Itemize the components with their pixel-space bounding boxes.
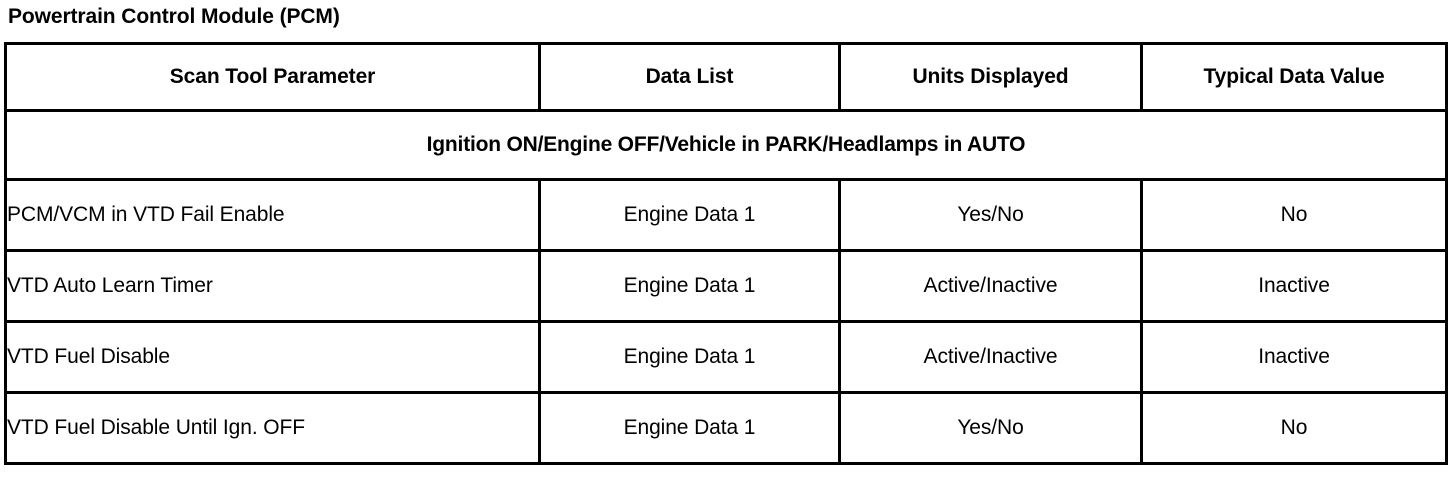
section-header-condition: Ignition ON/Engine OFF/Vehicle in PARK/H… bbox=[4, 109, 1448, 181]
cell-typical-value: No bbox=[1140, 178, 1448, 252]
cell-typical-value: Inactive bbox=[1140, 249, 1448, 323]
cell-units: Yes/No bbox=[838, 391, 1143, 465]
scan-tool-parameter-table-container: Scan Tool Parameter Data List Units Disp… bbox=[4, 42, 1448, 465]
cell-typical-value: Inactive bbox=[1140, 320, 1448, 394]
table-row: VTD Auto Learn Timer Engine Data 1 Activ… bbox=[4, 249, 1448, 323]
scan-tool-parameter-table: Scan Tool Parameter Data List Units Disp… bbox=[4, 42, 1448, 465]
page-title: Powertrain Control Module (PCM) bbox=[8, 5, 340, 28]
cell-parameter: VTD Fuel Disable Until Ign. OFF bbox=[4, 391, 541, 465]
cell-units: Active/Inactive bbox=[838, 249, 1143, 323]
column-header-scan-tool-parameter: Scan Tool Parameter bbox=[4, 42, 541, 112]
table-row: VTD Fuel Disable Until Ign. OFF Engine D… bbox=[4, 391, 1448, 465]
cell-typical-value: No bbox=[1140, 391, 1448, 465]
cell-data-list: Engine Data 1 bbox=[538, 391, 841, 465]
cell-data-list: Engine Data 1 bbox=[538, 320, 841, 394]
section-header-row: Ignition ON/Engine OFF/Vehicle in PARK/H… bbox=[4, 109, 1448, 181]
cell-units: Yes/No bbox=[838, 178, 1143, 252]
cell-data-list: Engine Data 1 bbox=[538, 249, 841, 323]
cell-parameter: PCM/VCM in VTD Fail Enable bbox=[4, 178, 541, 252]
cell-parameter: VTD Auto Learn Timer bbox=[4, 249, 541, 323]
column-header-typical-data-value: Typical Data Value bbox=[1140, 42, 1448, 112]
table-row: VTD Fuel Disable Engine Data 1 Active/In… bbox=[4, 320, 1448, 394]
column-header-units-displayed: Units Displayed bbox=[838, 42, 1143, 112]
cell-parameter: VTD Fuel Disable bbox=[4, 320, 541, 394]
cell-units: Active/Inactive bbox=[838, 320, 1143, 394]
table-body: Ignition ON/Engine OFF/Vehicle in PARK/H… bbox=[4, 109, 1448, 465]
column-header-data-list: Data List bbox=[538, 42, 841, 112]
cell-data-list: Engine Data 1 bbox=[538, 178, 841, 252]
table-row: PCM/VCM in VTD Fail Enable Engine Data 1… bbox=[4, 178, 1448, 252]
table-header: Scan Tool Parameter Data List Units Disp… bbox=[4, 42, 1448, 112]
table-header-row: Scan Tool Parameter Data List Units Disp… bbox=[4, 42, 1448, 112]
